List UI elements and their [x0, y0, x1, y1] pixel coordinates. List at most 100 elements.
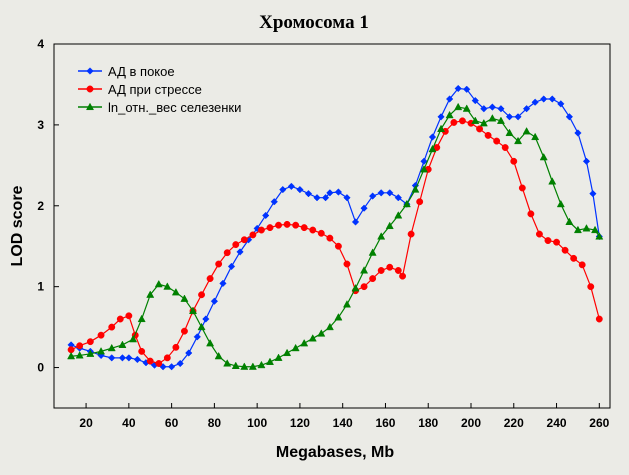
data-point	[582, 224, 591, 232]
data-point	[308, 334, 317, 342]
data-point	[326, 189, 334, 197]
data-point	[488, 103, 497, 111]
data-point	[133, 355, 142, 364]
data-point	[86, 349, 95, 357]
x-tick-label: 220	[504, 416, 524, 430]
data-point	[480, 105, 488, 113]
data-point	[428, 144, 437, 153]
data-point	[527, 210, 535, 218]
data-point	[214, 351, 223, 360]
series-3	[67, 102, 604, 370]
data-point	[548, 177, 557, 185]
data-point	[206, 338, 215, 347]
data-point	[561, 246, 569, 254]
data-point	[582, 157, 591, 165]
data-point	[522, 127, 531, 135]
data-point	[275, 221, 282, 229]
data-point	[116, 315, 124, 323]
data-point	[385, 221, 394, 230]
x-tick-label: 60	[165, 416, 179, 430]
data-point	[369, 275, 377, 283]
chart-title: Хромосома 1	[259, 12, 369, 33]
data-point	[76, 342, 84, 350]
data-point	[411, 185, 420, 193]
data-point	[265, 357, 275, 365]
data-point	[223, 249, 231, 257]
series-2	[67, 117, 603, 367]
data-point	[368, 248, 377, 256]
data-point	[279, 185, 287, 194]
data-point	[399, 272, 407, 280]
data-point	[578, 261, 586, 269]
data-point	[505, 113, 514, 121]
data-point	[223, 359, 232, 367]
data-point	[501, 144, 509, 151]
data-point	[556, 199, 565, 208]
data-point	[589, 189, 597, 198]
data-point	[540, 95, 548, 103]
data-point	[386, 189, 394, 197]
y-tick-label: 1	[37, 280, 44, 294]
y-tick-label: 3	[37, 118, 44, 132]
data-point	[471, 96, 479, 105]
data-point	[360, 266, 369, 274]
data-point	[531, 132, 540, 141]
data-point	[522, 105, 531, 113]
data-point	[574, 129, 582, 137]
data-point	[342, 300, 351, 308]
data-point	[514, 136, 523, 145]
data-point	[326, 234, 334, 242]
data-point	[317, 329, 326, 337]
x-axis-label: Megabases, Mb	[276, 444, 394, 461]
data-point	[343, 260, 351, 268]
data-point	[146, 357, 154, 365]
data-point	[248, 362, 257, 370]
data-point	[97, 331, 105, 339]
data-point	[236, 248, 244, 256]
data-point	[283, 348, 292, 357]
series-layer	[67, 84, 604, 371]
legend: АД в покое АД при стрессе ln_отн._вес селе…	[78, 64, 241, 115]
data-point	[428, 133, 437, 141]
data-point	[198, 291, 206, 299]
data-point	[479, 118, 488, 127]
data-point	[300, 224, 308, 232]
axis-ticks: 20 40 60 80 100 120 140 160 180 200 220 240 260 0 1 2 3 4	[37, 37, 609, 430]
data-point	[75, 351, 84, 359]
data-point	[394, 211, 403, 219]
legend-marker	[85, 102, 95, 111]
data-point	[595, 232, 604, 240]
data-point	[232, 241, 240, 249]
data-point	[377, 189, 385, 197]
data-point	[240, 236, 248, 244]
data-point	[197, 322, 206, 331]
data-point	[138, 347, 146, 355]
data-point	[108, 354, 116, 362]
data-point	[231, 361, 240, 369]
data-point	[188, 306, 198, 314]
data-point	[360, 283, 368, 291]
data-point	[262, 211, 270, 220]
data-point	[351, 283, 360, 292]
data-point	[185, 349, 193, 357]
data-point	[557, 100, 565, 108]
data-point	[167, 363, 176, 371]
data-point	[548, 95, 556, 103]
data-point	[420, 157, 428, 165]
data-point	[176, 359, 184, 368]
data-point	[67, 351, 76, 360]
x-tick-label: 20	[79, 416, 93, 430]
data-point	[437, 124, 446, 132]
data-point	[343, 194, 351, 202]
data-point	[471, 116, 480, 124]
data-point	[227, 262, 236, 271]
data-point	[215, 260, 223, 268]
series-line	[71, 106, 600, 368]
x-tick-label: 260	[589, 416, 609, 430]
data-point	[368, 192, 377, 200]
data-point	[249, 231, 257, 239]
data-point	[206, 275, 214, 283]
x-tick-label: 160	[375, 416, 395, 430]
data-point	[172, 343, 180, 351]
